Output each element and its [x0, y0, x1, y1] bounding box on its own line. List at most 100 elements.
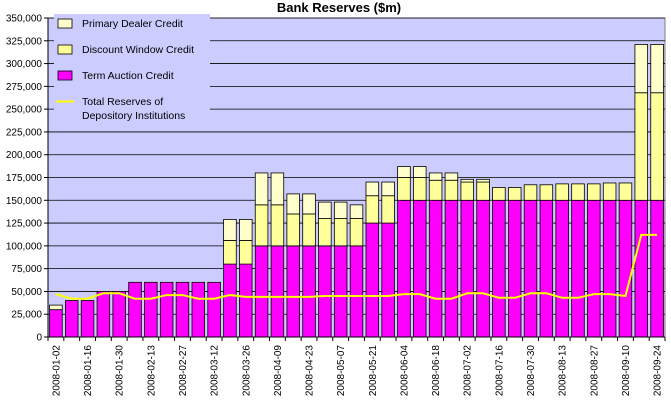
bar-segment	[365, 195, 380, 224]
bar-segment	[523, 184, 538, 201]
bar-segment	[65, 300, 79, 338]
bar-segment	[223, 263, 237, 338]
bar-segment	[302, 245, 316, 338]
bar-segment	[650, 92, 664, 201]
x-tick-label: 2008-06-18	[431, 345, 442, 397]
x-tick-label: 2008-07-16	[494, 345, 505, 397]
bar-segment	[634, 44, 649, 94]
bar-segment	[254, 172, 269, 206]
x-tick-label: 2008-07-30	[526, 345, 537, 397]
x-tick-label: 2008-03-26	[241, 345, 252, 397]
bar-segment	[460, 178, 474, 183]
bar-segment	[413, 199, 427, 338]
bar-segment	[507, 199, 522, 338]
bar-segment	[555, 199, 569, 338]
bar-segment	[602, 199, 617, 338]
bar-segment	[587, 183, 601, 201]
bar-segment	[618, 199, 633, 338]
bar-segment	[318, 218, 332, 247]
bar-segment	[476, 181, 490, 201]
bar-segment	[80, 300, 95, 338]
bar-segment	[539, 184, 554, 201]
bar-segment	[444, 179, 459, 201]
y-tick-label: 225,000	[6, 127, 43, 138]
x-tick-label: 2008-01-16	[83, 345, 94, 397]
legend-label: Term Auction Credit	[82, 70, 174, 82]
bar-segment	[650, 199, 664, 338]
bar-segment	[428, 172, 443, 181]
bar-segment	[413, 166, 427, 178]
bar-segment	[571, 183, 585, 201]
bar-segment	[191, 281, 206, 338]
bar-segment	[144, 281, 158, 338]
bar-segment	[239, 263, 253, 338]
bar-segment	[112, 291, 126, 338]
line-series	[55, 233, 658, 300]
legend-label: Primary Dealer Credit	[82, 18, 183, 30]
bar-segment	[413, 177, 427, 201]
bar-segment	[397, 199, 411, 338]
legend-label: Discount Window Credit	[82, 44, 194, 56]
y-tick-label: 175,000	[6, 173, 43, 184]
bar-segment	[207, 281, 221, 338]
x-tick-label: 2008-04-23	[305, 345, 316, 397]
bar-segment	[286, 213, 300, 247]
bar-segment	[460, 199, 474, 338]
x-tick-label: 2008-02-27	[178, 345, 189, 397]
legend-swatch	[57, 18, 73, 29]
x-tick-label: 2008-07-02	[463, 345, 474, 397]
bar-segment	[507, 187, 522, 201]
bar-segment	[381, 195, 395, 224]
bar-segment	[223, 239, 237, 265]
y-tick-label: 275,000	[6, 82, 43, 93]
bar-segment	[602, 182, 617, 201]
bar-segment	[49, 304, 63, 311]
x-tick-label: 2008-08-13	[558, 345, 569, 397]
bar-segment	[349, 245, 364, 338]
bar-segment	[128, 281, 142, 338]
x-tick-label: 2008-03-12	[210, 345, 221, 397]
bar-segment	[318, 245, 332, 338]
bar-segment	[349, 204, 364, 219]
line-series-path	[55, 233, 658, 300]
x-tick-label: 2008-09-10	[621, 345, 632, 397]
bar-segment	[270, 245, 285, 338]
bar-segment	[333, 218, 348, 247]
bar-segment	[523, 199, 538, 338]
legend-label: Total Reserves of	[82, 96, 163, 108]
y-tick-label: 0	[36, 333, 42, 344]
bar-segment	[365, 222, 380, 338]
bar-segment	[428, 199, 443, 338]
x-tick-label: 2008-04-09	[273, 345, 284, 397]
bar-segment	[286, 245, 300, 338]
bar-segment	[365, 181, 380, 197]
bar-segment	[650, 44, 664, 94]
x-tick-label: 2008-02-13	[146, 345, 157, 397]
bar-segment	[539, 199, 554, 338]
chart-title: Bank Reserves ($m)	[277, 0, 401, 15]
legend: Primary Dealer Credit Discount Window Cre…	[54, 14, 210, 127]
y-tick-label: 200,000	[6, 150, 43, 161]
bar-segment	[223, 219, 237, 241]
bar-segment	[587, 199, 601, 338]
bar-segment	[270, 204, 285, 247]
bar-segment	[397, 177, 411, 201]
x-tick-label: 2008-01-02	[51, 345, 62, 397]
x-tick-label: 2008-09-24	[653, 345, 664, 397]
bar-segment	[286, 193, 300, 215]
bar-segment	[444, 199, 459, 338]
bar-segment	[318, 201, 332, 219]
y-tick-label: 300,000	[6, 59, 43, 70]
bar-segment	[96, 291, 111, 338]
bar-segment	[381, 181, 395, 197]
y-tick-label: 50,000	[11, 287, 42, 298]
bar-segment	[159, 281, 174, 338]
bar-segment	[397, 166, 411, 178]
y-tick-label: 25,000	[11, 310, 42, 321]
y-tick-label: 350,000	[6, 14, 43, 25]
legend-swatch	[57, 44, 73, 55]
x-axis: 2008-01-02 2008-01-16 2008-01-30 2008-02-13…	[47, 336, 666, 397]
x-tick-label: 2008-01-30	[115, 345, 126, 397]
y-tick-label: 150,000	[6, 196, 43, 207]
